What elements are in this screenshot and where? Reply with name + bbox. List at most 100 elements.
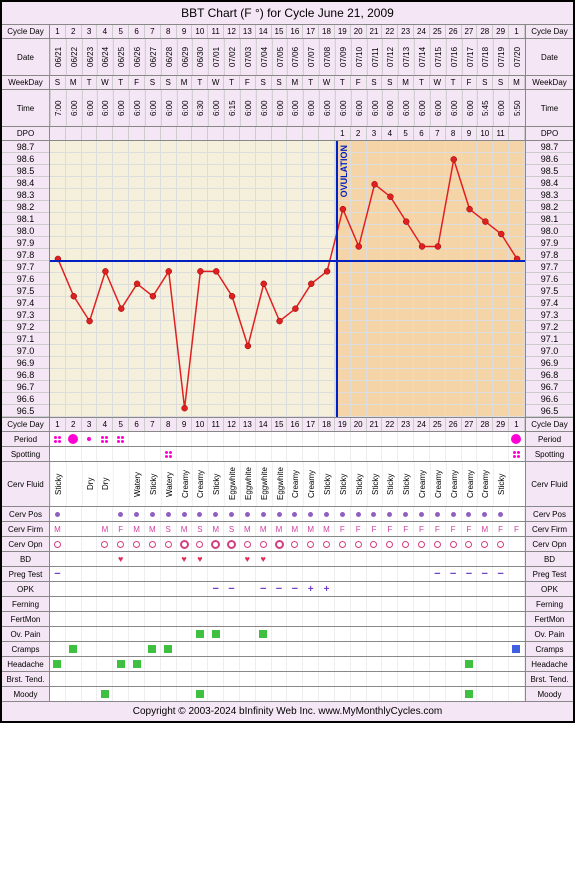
row-label-right: Cerv Firm: [525, 522, 573, 536]
cycle-day-footer: Cycle Day 123456789101112131415161718192…: [2, 417, 573, 431]
header-cell: 07/01: [208, 39, 224, 75]
data-cell: [129, 507, 145, 521]
header-cell: 29: [493, 25, 509, 38]
data-cell: [177, 582, 193, 596]
dpo-label-right: DPO: [525, 127, 573, 140]
data-cell: [192, 597, 208, 611]
data-cell: [177, 537, 193, 551]
data-cell: −: [446, 567, 462, 581]
data-cell: [287, 447, 303, 461]
data-cell: F: [446, 522, 462, 536]
data-cell: [161, 507, 177, 521]
data-cell: −: [272, 582, 288, 596]
data-cell: [477, 642, 493, 656]
data-cell: [66, 627, 82, 641]
y-tick: 97.5: [2, 285, 49, 297]
data-cell: [240, 672, 256, 686]
data-cell: [129, 537, 145, 551]
header-cell: 8: [161, 25, 177, 38]
data-cell: [113, 507, 129, 521]
data-cell: Watery: [129, 462, 145, 506]
header-cell: M: [287, 76, 303, 89]
y-tick: 98.7: [2, 141, 49, 153]
data-cell: [287, 627, 303, 641]
row-label-right: Spotting: [525, 447, 573, 461]
data-cell: [446, 537, 462, 551]
header-cell: [192, 127, 208, 140]
data-cell: [477, 612, 493, 626]
data-cell: [113, 447, 129, 461]
data-cell: [82, 507, 98, 521]
header-cell: 22: [382, 25, 398, 38]
data-cell: +: [303, 582, 319, 596]
data-cell: [113, 612, 129, 626]
data-cell: [82, 627, 98, 641]
data-cell: [224, 612, 240, 626]
data-cell: [66, 597, 82, 611]
header-cell: 07/19: [493, 39, 509, 75]
data-cell: [256, 447, 272, 461]
header-cell: 07/13: [398, 39, 414, 75]
data-cell: [446, 432, 462, 446]
data-cell: [398, 447, 414, 461]
data-cell: Creamy: [287, 462, 303, 506]
data-cell: [145, 537, 161, 551]
y-tick: 97.3: [2, 309, 49, 321]
data-cell: [319, 672, 335, 686]
data-cell: [414, 537, 430, 551]
data-cell: [446, 687, 462, 701]
data-cell: [192, 627, 208, 641]
data-cell: [477, 582, 493, 596]
plot-area: OVULATION: [50, 141, 525, 417]
data-cell: [382, 627, 398, 641]
data-cell: [303, 567, 319, 581]
data-cell: [430, 627, 446, 641]
data-cell: [224, 687, 240, 701]
header-cell: S: [145, 76, 161, 89]
data-cell: [430, 537, 446, 551]
y-tick: 96.5: [526, 405, 573, 417]
data-cell: [66, 567, 82, 581]
data-cell: [398, 552, 414, 566]
data-cell: [462, 657, 478, 671]
data-cell: [430, 642, 446, 656]
data-cell: [240, 537, 256, 551]
data-cell: [446, 672, 462, 686]
data-cell: [50, 672, 66, 686]
data-cell: [287, 657, 303, 671]
header-cell: 06/22: [66, 39, 82, 75]
date-header: Date 06/2106/2206/2306/2406/2506/2606/27…: [2, 38, 573, 75]
data-cell: [66, 657, 82, 671]
data-cell: [82, 597, 98, 611]
data-cell: [382, 672, 398, 686]
data-cell: [493, 582, 509, 596]
date-label-right: Date: [525, 39, 573, 75]
header-cell: T: [446, 76, 462, 89]
header-cell: 21: [367, 25, 383, 38]
header-cell: [240, 127, 256, 140]
data-cell: [430, 657, 446, 671]
header-cell: 06/24: [97, 39, 113, 75]
data-cell: [446, 507, 462, 521]
data-cell: [335, 612, 351, 626]
data-cell: [493, 642, 509, 656]
data-cell: [414, 432, 430, 446]
data-cell: [446, 627, 462, 641]
data-row-preg_test: Preg Test−−−−−−Preg Test: [2, 566, 573, 581]
data-cell: [335, 567, 351, 581]
data-cell: [446, 552, 462, 566]
header-cell: 6:00: [367, 90, 383, 126]
data-cell: [208, 537, 224, 551]
data-cell: [177, 687, 193, 701]
header-cell: 11: [208, 25, 224, 38]
header-cell: 9: [462, 127, 478, 140]
header-cell: 2: [66, 25, 82, 38]
data-cell: [382, 657, 398, 671]
data-cell: [129, 672, 145, 686]
data-cell: [177, 627, 193, 641]
data-cell: [240, 447, 256, 461]
y-tick: 98.2: [526, 201, 573, 213]
header-cell: 1: [509, 418, 525, 431]
data-cell: [97, 687, 113, 701]
data-cell: [367, 597, 383, 611]
